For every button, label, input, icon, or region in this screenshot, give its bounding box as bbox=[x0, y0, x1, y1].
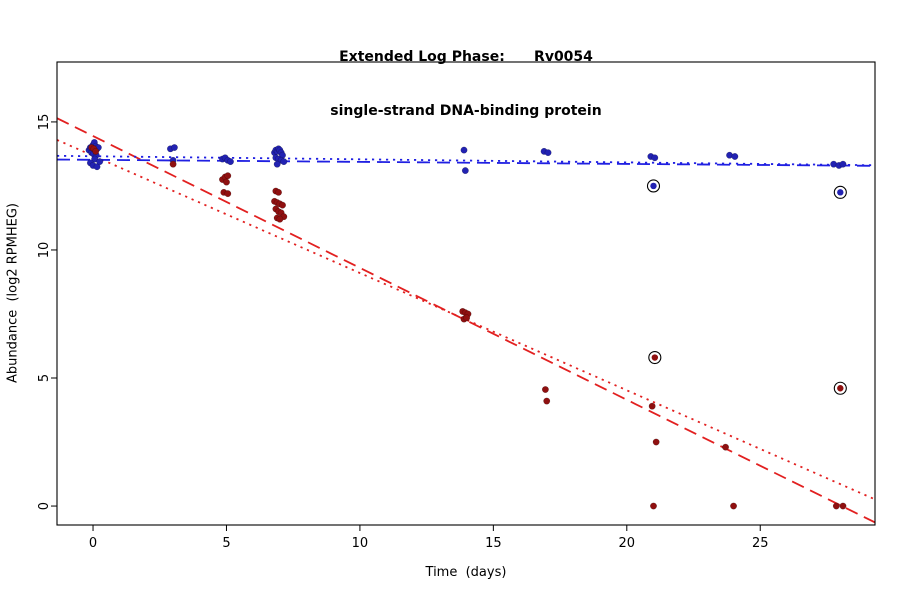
data-point-red-condition bbox=[92, 147, 100, 155]
outlier-point bbox=[651, 354, 659, 361]
y-tick-label: 5 bbox=[37, 374, 52, 382]
outlier-point bbox=[837, 189, 844, 196]
x-tick-label: 10 bbox=[352, 536, 369, 551]
data-point-blue-condition bbox=[227, 158, 234, 166]
data-point-red-condition bbox=[730, 502, 738, 510]
data-point-blue-condition bbox=[280, 158, 288, 166]
x-tick-label: 20 bbox=[619, 536, 636, 551]
plot-border bbox=[56, 61, 876, 526]
data-point-red-condition bbox=[832, 502, 840, 510]
data-point-red-condition bbox=[276, 215, 284, 223]
y-tick-label: 15 bbox=[37, 114, 52, 131]
y-axis-label: Abundance (log2 RPMHEG) bbox=[5, 202, 21, 384]
data-point-red-condition bbox=[722, 443, 729, 451]
data-point-red-condition bbox=[652, 438, 660, 446]
data-point-blue-condition bbox=[170, 144, 178, 151]
x-tick-label: 25 bbox=[752, 536, 769, 551]
data-point-blue-condition bbox=[461, 167, 469, 175]
y-tick-label: 0 bbox=[37, 502, 52, 510]
x-tick-label: 0 bbox=[89, 536, 97, 551]
chart-title-line1: Extended Log Phase: Rv0054 bbox=[339, 49, 593, 65]
outlier-ring bbox=[833, 381, 847, 395]
data-point-red-condition bbox=[541, 386, 549, 393]
data-point-blue-condition bbox=[839, 160, 847, 168]
chart-title-line2: single-strand DNA-binding protein bbox=[330, 103, 602, 119]
data-point-red-condition bbox=[839, 502, 847, 510]
data-point-blue-condition bbox=[93, 163, 101, 171]
x-tick-label: 15 bbox=[485, 536, 502, 551]
outlier-point bbox=[837, 385, 844, 392]
trend-line-blue-longdash bbox=[57, 158, 875, 167]
outlier-ring bbox=[646, 179, 661, 193]
data-point-blue-condition bbox=[460, 146, 468, 154]
data-point-red-condition bbox=[275, 188, 282, 196]
data-point-blue-condition bbox=[651, 154, 659, 162]
outlier-ring bbox=[833, 185, 847, 199]
data-point-red-condition bbox=[279, 201, 286, 209]
data-point-red-condition bbox=[650, 502, 657, 510]
chart-title: Extended Log Phase: Rv0054 single-strand… bbox=[57, 12, 875, 156]
trend-line-red-longdash bbox=[57, 117, 875, 524]
outlier-point bbox=[650, 182, 657, 190]
data-point-blue-condition bbox=[731, 153, 739, 160]
y-tick-label: 10 bbox=[37, 242, 52, 259]
x-tick-label: 5 bbox=[222, 536, 230, 551]
data-point-red-condition bbox=[169, 160, 177, 168]
data-point-blue-condition bbox=[273, 160, 281, 168]
data-point-blue-condition bbox=[544, 149, 552, 157]
data-point-red-condition bbox=[463, 314, 471, 322]
data-point-red-condition bbox=[223, 178, 230, 186]
data-point-red-condition bbox=[648, 402, 656, 410]
data-point-red-condition bbox=[224, 172, 232, 180]
data-point-blue-condition bbox=[96, 158, 104, 166]
x-axis-label: Time (days) bbox=[425, 565, 507, 580]
data-point-red-condition bbox=[224, 190, 232, 198]
trend-line-red-dotted bbox=[57, 139, 875, 501]
outlier-ring bbox=[648, 350, 662, 365]
data-point-red-condition bbox=[543, 397, 551, 405]
